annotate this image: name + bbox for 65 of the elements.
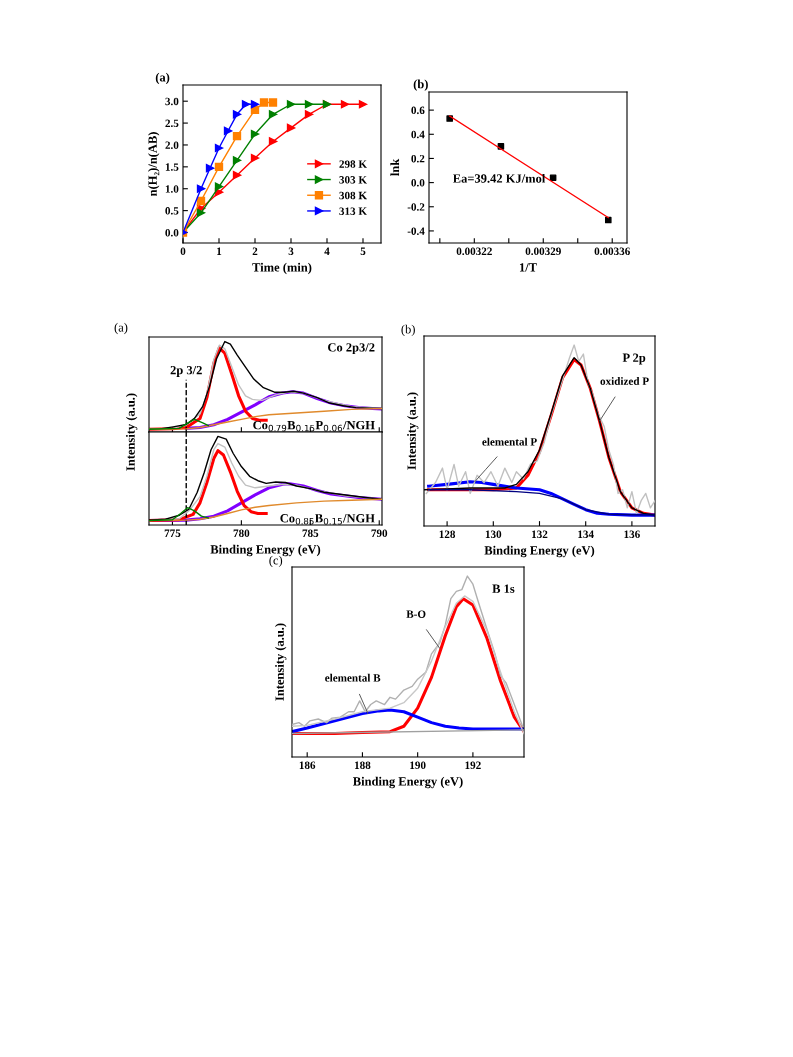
x-tick-label: 1 <box>217 247 222 255</box>
x-tick-label: 0 <box>180 247 186 255</box>
annotation: Co 2p3/2 <box>328 343 375 355</box>
y-axis-title: lnk <box>390 158 400 176</box>
x-tick-label: 190 <box>410 761 426 769</box>
x-tick-label: 0.00322 <box>456 247 492 256</box>
y-tick-label: 0.4 <box>411 130 425 139</box>
x-tick-label: 780 <box>233 529 250 537</box>
annotation: Co$_{0.85}$B$_{0.15}$/NGH <box>280 514 375 525</box>
annotation: elemental P <box>482 437 537 446</box>
x-tick-label: 4 <box>324 247 330 255</box>
x-tick-label: 130 <box>485 530 502 538</box>
y-tick-label: 1.5 <box>165 163 179 171</box>
y-tick-label: 0.6 <box>411 106 425 115</box>
annotation: Ea=39.42 KJ/mol <box>452 173 546 183</box>
y-axis-title: n(H₂)/n(AB) <box>148 132 160 197</box>
x-tick-label: 186 <box>299 761 316 769</box>
x-axis-title: Time (min) <box>252 262 312 275</box>
y-tick-label: 2.5 <box>165 119 179 128</box>
legend-label: 298 K <box>339 160 367 168</box>
y-tick-label: 0.5 <box>165 207 179 215</box>
x-axis-title: Binding Energy (eV) <box>210 544 321 557</box>
y-tick-label: 2.0 <box>165 141 179 149</box>
x-tick-label: 128 <box>439 530 456 538</box>
x-tick-label: 134 <box>578 530 594 538</box>
y-tick-label: 3.0 <box>165 97 179 106</box>
y-tick-label: 0.0 <box>165 228 179 237</box>
x-tick-label: 136 <box>624 530 640 538</box>
annotation: P 2p <box>622 353 646 365</box>
ref-line-label: 2p 3/2 <box>170 365 202 377</box>
x-tick-label: 188 <box>354 761 371 769</box>
x-tick-label: 132 <box>532 530 548 538</box>
annotation: B-O <box>406 610 426 618</box>
x-axis-title: Binding Energy (eV) <box>353 776 463 789</box>
legend-label: 313 K <box>339 207 367 215</box>
y-tick-label: -0.2 <box>407 203 425 211</box>
y-tick-label: 1.0 <box>165 185 179 193</box>
chart-title: (a) <box>114 322 128 335</box>
x-tick-label: 775 <box>164 529 181 537</box>
x-axis-title: 1/T <box>519 263 537 272</box>
y-axis-title: Intensity (a.u.) <box>275 623 287 701</box>
annotation: elemental B <box>325 673 381 682</box>
legend-label: 303 K <box>339 176 367 184</box>
y-tick-label: 0.0 <box>411 179 425 187</box>
chart-title: (c) <box>269 555 283 568</box>
x-tick-label: 0.00329 <box>525 247 561 256</box>
y-axis-title: Intensity (a.u.) <box>407 392 419 470</box>
chart-title: (b) <box>413 79 428 91</box>
x-tick-label: 790 <box>371 529 388 537</box>
x-tick-label: 192 <box>465 761 481 769</box>
x-tick-label: 3 <box>288 247 294 255</box>
x-tick-label: 2 <box>252 247 258 255</box>
y-axis-title: Intensity (a.u.) <box>125 393 138 471</box>
y-tick-label: 0.2 <box>411 154 425 163</box>
annotation: B 1s <box>492 584 515 593</box>
y-tick-label: -0.4 <box>407 227 425 235</box>
legend-label: 308 K <box>339 191 367 200</box>
chart-title: (b) <box>401 324 415 337</box>
x-tick-label: 785 <box>302 529 319 537</box>
x-tick-label: 5 <box>360 247 366 255</box>
x-tick-label: 0.00336 <box>594 247 630 256</box>
annotation: oxidized P <box>600 377 649 385</box>
chart-title: (a) <box>155 72 170 85</box>
x-axis-title: Binding Energy (eV) <box>484 545 595 558</box>
annotation: Co$_{0.79}$B$_{0.15}$P$_{0.06}$/NGH <box>253 420 375 432</box>
